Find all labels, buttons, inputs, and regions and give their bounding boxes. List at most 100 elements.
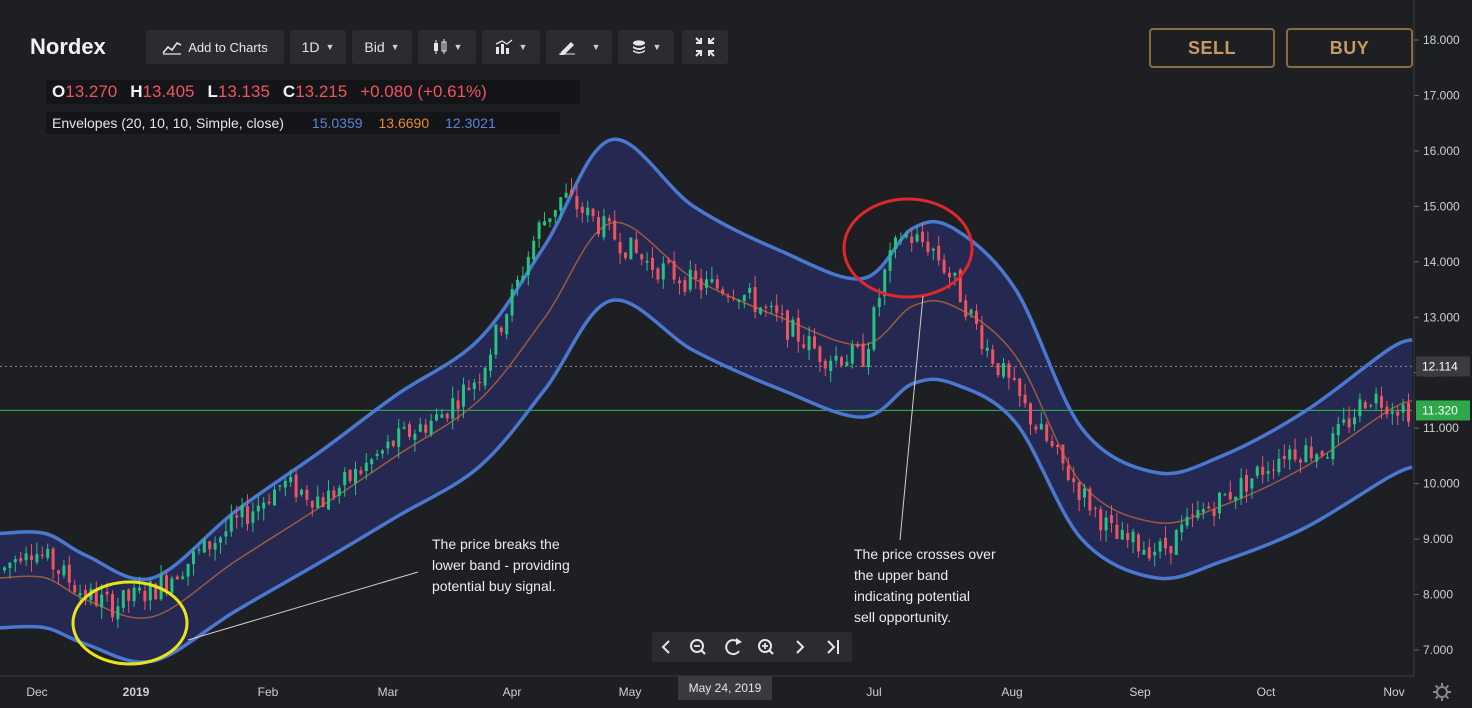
candlestick [980, 316, 984, 356]
chevron-down-icon: ▼ [453, 42, 463, 52]
candle-body [1072, 478, 1076, 482]
candle-body [634, 239, 638, 253]
candle-body [1261, 466, 1265, 475]
candle-body [289, 476, 293, 483]
envelope-upper-line [0, 137, 1413, 582]
price-type-dropdown[interactable]: Bid ▼ [352, 30, 412, 64]
candle-body [30, 555, 33, 560]
candle-body [840, 357, 843, 366]
candlestick [1336, 416, 1340, 445]
candlestick [370, 457, 374, 473]
candle-body [818, 346, 822, 362]
candle-body [931, 248, 935, 251]
candlestick [1407, 393, 1410, 427]
x-tick-label: May [619, 685, 642, 699]
candle-body [116, 606, 120, 620]
candle-body [721, 289, 725, 294]
candlestick [645, 252, 649, 271]
drawing-tools-dropdown[interactable]: ▼ [546, 30, 612, 64]
candlestick [1174, 528, 1178, 556]
fullscreen-button[interactable] [682, 30, 728, 64]
candle-body [19, 558, 23, 562]
candle-body [856, 343, 860, 347]
candlestick [202, 538, 206, 554]
candle-body [553, 210, 557, 217]
candle-body [494, 324, 498, 355]
candle-body [753, 287, 757, 313]
candlestick [1369, 403, 1373, 409]
candle-body [1358, 399, 1362, 417]
candle-body [1239, 478, 1243, 499]
chart-type-dropdown[interactable]: ▼ [418, 30, 476, 64]
candlestick [661, 256, 665, 289]
candle-body [294, 474, 298, 498]
candle-body [1374, 393, 1378, 404]
candlestick [1255, 465, 1259, 479]
candlestick [175, 574, 179, 580]
sell-button[interactable]: SELL [1149, 28, 1275, 68]
envelopes-legend[interactable]: Envelopes (20, 10, 10, Simple, close) 15… [46, 112, 560, 134]
candle-body [1045, 424, 1049, 441]
x-tick-label: Sep [1129, 685, 1151, 699]
candlestick [850, 340, 854, 369]
candle-body [472, 382, 476, 389]
candle-body [1153, 551, 1157, 556]
candle-body [1104, 517, 1108, 531]
candle-body [3, 567, 6, 571]
zoom-in-icon[interactable] [758, 639, 774, 655]
interval-dropdown[interactable]: 1D ▼ [290, 30, 346, 64]
candle-body [532, 240, 536, 260]
candle-body [1066, 465, 1070, 480]
candle-body [202, 539, 206, 553]
buy-button[interactable]: BUY [1286, 28, 1413, 68]
candlestick [24, 546, 28, 567]
candle-body [791, 319, 795, 337]
candlestick [197, 546, 201, 555]
candlestick [273, 485, 276, 506]
candle-body [40, 554, 44, 556]
candlestick [397, 419, 401, 459]
candlestick [910, 228, 914, 252]
candle-body [300, 489, 303, 495]
candlestick [1169, 545, 1173, 565]
candlestick [1228, 480, 1232, 502]
candlestick [462, 377, 465, 418]
candlestick [208, 540, 212, 557]
indicators-dropdown[interactable]: ▼ [482, 30, 540, 64]
go-to-end-icon[interactable] [827, 640, 839, 654]
candlestick [67, 555, 71, 591]
candlestick [278, 484, 282, 492]
candlestick [591, 207, 595, 222]
candle-body [883, 269, 887, 297]
drawing-pen-icon [558, 39, 576, 55]
annotation-line: the upper band [854, 567, 949, 583]
candlestick [235, 505, 239, 529]
candlestick [1002, 357, 1005, 379]
candle-body [13, 559, 17, 563]
candle-body [1401, 404, 1405, 413]
candlestick [1293, 438, 1297, 463]
add-to-charts-button[interactable]: Add to Charts [146, 30, 284, 64]
next-icon[interactable] [796, 640, 805, 654]
prev-icon[interactable] [661, 640, 670, 654]
candlestick [483, 366, 487, 390]
candle-body [1007, 363, 1011, 378]
candle-body [483, 367, 487, 386]
candlestick [283, 478, 287, 497]
layers-dropdown[interactable]: ▼ [618, 30, 674, 64]
candlestick [13, 555, 17, 572]
candle-body [1250, 478, 1254, 489]
zoom-out-icon[interactable] [690, 639, 706, 655]
candlestick [1153, 542, 1157, 567]
candlestick [607, 215, 611, 231]
reset-icon[interactable] [725, 638, 742, 656]
candlestick [915, 225, 919, 243]
x-tick-label: Apr [503, 685, 522, 699]
settings-gear-icon[interactable] [1432, 682, 1452, 707]
candle-body [84, 589, 87, 600]
candlestick [575, 184, 579, 218]
candle-body [764, 306, 768, 308]
indicators-icon [495, 39, 513, 55]
candle-body [343, 472, 347, 486]
